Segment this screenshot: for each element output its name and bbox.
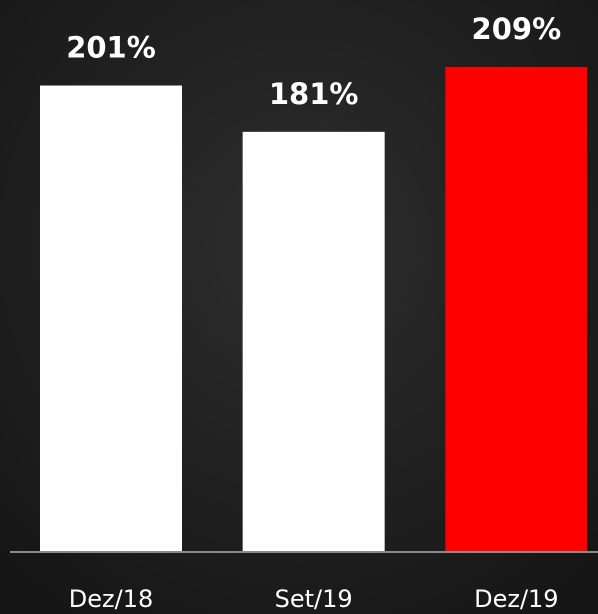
bar (40, 85, 182, 552)
bar (242, 131, 385, 551)
x-tick-label: Dez/18 (69, 585, 153, 613)
value-label: 209% (472, 12, 562, 46)
x-tick-label: Dez/19 (474, 585, 558, 613)
value-label: 201% (66, 31, 156, 65)
x-tick-label: Set/19 (275, 585, 353, 613)
value-label: 181% (269, 77, 359, 111)
bar (445, 67, 588, 551)
